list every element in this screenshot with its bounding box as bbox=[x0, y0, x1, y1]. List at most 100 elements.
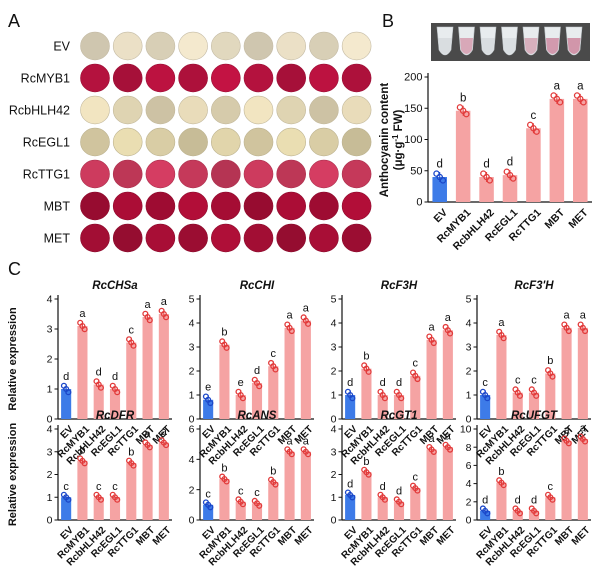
petal-disc bbox=[276, 63, 307, 93]
data-point bbox=[533, 128, 540, 135]
significance-letter: a bbox=[577, 80, 584, 92]
bar-met bbox=[300, 320, 311, 419]
y-tick-label: 6 bbox=[466, 460, 472, 472]
bar-rcbhlh42 bbox=[235, 395, 246, 419]
bar-ev bbox=[345, 395, 356, 419]
significance-letter: b bbox=[363, 350, 369, 362]
significance-letter: d bbox=[396, 485, 402, 497]
y-tick-label: 2 bbox=[466, 496, 472, 508]
significance-letter: d bbox=[437, 159, 443, 171]
bar-rcmyb1 bbox=[496, 482, 507, 520]
significance-letter: a bbox=[145, 428, 152, 440]
bar-mbt bbox=[142, 317, 153, 419]
petal-disc bbox=[309, 127, 339, 157]
petal-disc bbox=[341, 31, 372, 61]
y-axis-label: Relative expression bbox=[7, 423, 19, 527]
significance-letter: a bbox=[79, 308, 86, 320]
panel-b-tubes-photo bbox=[431, 23, 590, 61]
significance-letter: b bbox=[363, 456, 369, 468]
data-point bbox=[503, 168, 511, 175]
significance-letter: c bbox=[254, 487, 260, 499]
row-label-rcttg1: RcTTG1 bbox=[23, 168, 70, 182]
significance-letter: b bbox=[221, 463, 227, 475]
petal-disc bbox=[276, 223, 307, 253]
petal-disc bbox=[243, 191, 274, 221]
petal-disc bbox=[80, 95, 110, 125]
bar-mbt bbox=[426, 449, 437, 520]
bar-rcttg1 bbox=[268, 482, 279, 520]
y-tick-label: 2 bbox=[331, 469, 337, 481]
petal-disc bbox=[112, 191, 143, 221]
petal-disc bbox=[178, 95, 208, 125]
y-tick-label: 4 bbox=[466, 478, 472, 490]
bar-rcbhlh42 bbox=[377, 395, 388, 419]
y-tick-label: 2 bbox=[47, 469, 53, 481]
petal-disc bbox=[309, 31, 339, 61]
chart-title: RcUFGT bbox=[511, 410, 558, 422]
row-label-rcmyb1: RcMYB1 bbox=[21, 72, 70, 86]
category-label: MET bbox=[570, 525, 593, 548]
bar-rcttg1 bbox=[126, 342, 137, 419]
significance-letter: a bbox=[287, 310, 294, 322]
y-tick-label: 3 bbox=[47, 446, 53, 458]
petal-disc bbox=[178, 127, 208, 157]
significance-letter: a bbox=[145, 299, 152, 311]
significance-letter: d bbox=[96, 366, 102, 378]
petal-disc bbox=[243, 95, 274, 125]
bar-rcttg1 bbox=[526, 128, 541, 202]
significance-letter: c bbox=[129, 324, 135, 336]
data-point bbox=[556, 99, 564, 106]
petal-disc bbox=[211, 63, 241, 93]
bar-met bbox=[577, 327, 588, 419]
significance-letter: c bbox=[63, 481, 69, 493]
data-point bbox=[509, 175, 517, 182]
significance-letter: c bbox=[515, 374, 521, 386]
bar-rcegl1 bbox=[393, 395, 405, 419]
y-tick-label: 2 bbox=[189, 484, 195, 496]
significance-letter: d bbox=[482, 494, 488, 506]
significance-letter: b bbox=[270, 466, 276, 478]
petal-disc bbox=[309, 191, 339, 221]
bar-rcegl1 bbox=[251, 383, 263, 419]
y-tick-label: 1 bbox=[466, 390, 472, 402]
bar-rcttg1 bbox=[545, 497, 556, 520]
panel-label-c: C bbox=[8, 259, 21, 279]
bar-rcmyb1 bbox=[219, 344, 230, 419]
data-point bbox=[433, 170, 440, 177]
petal-disc bbox=[243, 223, 274, 253]
petal-disc bbox=[80, 191, 110, 221]
petal-disc bbox=[80, 31, 110, 61]
bar-rcttg1 bbox=[410, 488, 421, 520]
petal-disc bbox=[178, 191, 208, 221]
y-tick-label: 3 bbox=[189, 342, 195, 354]
significance-letter: c bbox=[112, 481, 118, 493]
tube-liquid bbox=[524, 38, 538, 54]
petal-disc bbox=[276, 95, 307, 125]
petal-disc bbox=[145, 31, 176, 61]
y-axis-label-main: Anthocyanin content bbox=[379, 83, 391, 198]
petal-disc bbox=[112, 223, 143, 253]
bar-rcmyb1 bbox=[361, 368, 372, 419]
petal-disc bbox=[178, 159, 208, 189]
tube-liquid bbox=[503, 38, 516, 54]
y-tick-label: 0 bbox=[331, 414, 337, 426]
data-point bbox=[573, 92, 581, 99]
significance-letter: c bbox=[531, 110, 537, 122]
significance-letter: c bbox=[482, 377, 488, 389]
bar-rcttg1 bbox=[410, 375, 421, 419]
significance-letter: e bbox=[205, 382, 211, 394]
significance-letter: a bbox=[287, 435, 294, 447]
chart-rcchi: 012345eEVbRcMYB1eRcbHLH42dRcEGL1cRcTTG1a… bbox=[189, 280, 316, 467]
y-tick-label: 5 bbox=[466, 294, 472, 306]
bar-rcegl1 bbox=[528, 392, 540, 419]
bar-rcegl1 bbox=[109, 389, 121, 419]
bar-rcegl1 bbox=[251, 503, 263, 520]
petal-disc bbox=[178, 223, 208, 253]
row-label-mbt: MBT bbox=[44, 200, 71, 214]
bar-ev bbox=[203, 504, 214, 520]
chart-anthocyanin: 050100150200dEVbRcMYB1dRcbHLH42dRcEGL1cR… bbox=[379, 72, 592, 253]
y-tick-label: 4 bbox=[189, 318, 195, 330]
petal-disc bbox=[145, 95, 176, 125]
bar-met bbox=[158, 442, 169, 520]
bar-mbt bbox=[142, 444, 153, 520]
